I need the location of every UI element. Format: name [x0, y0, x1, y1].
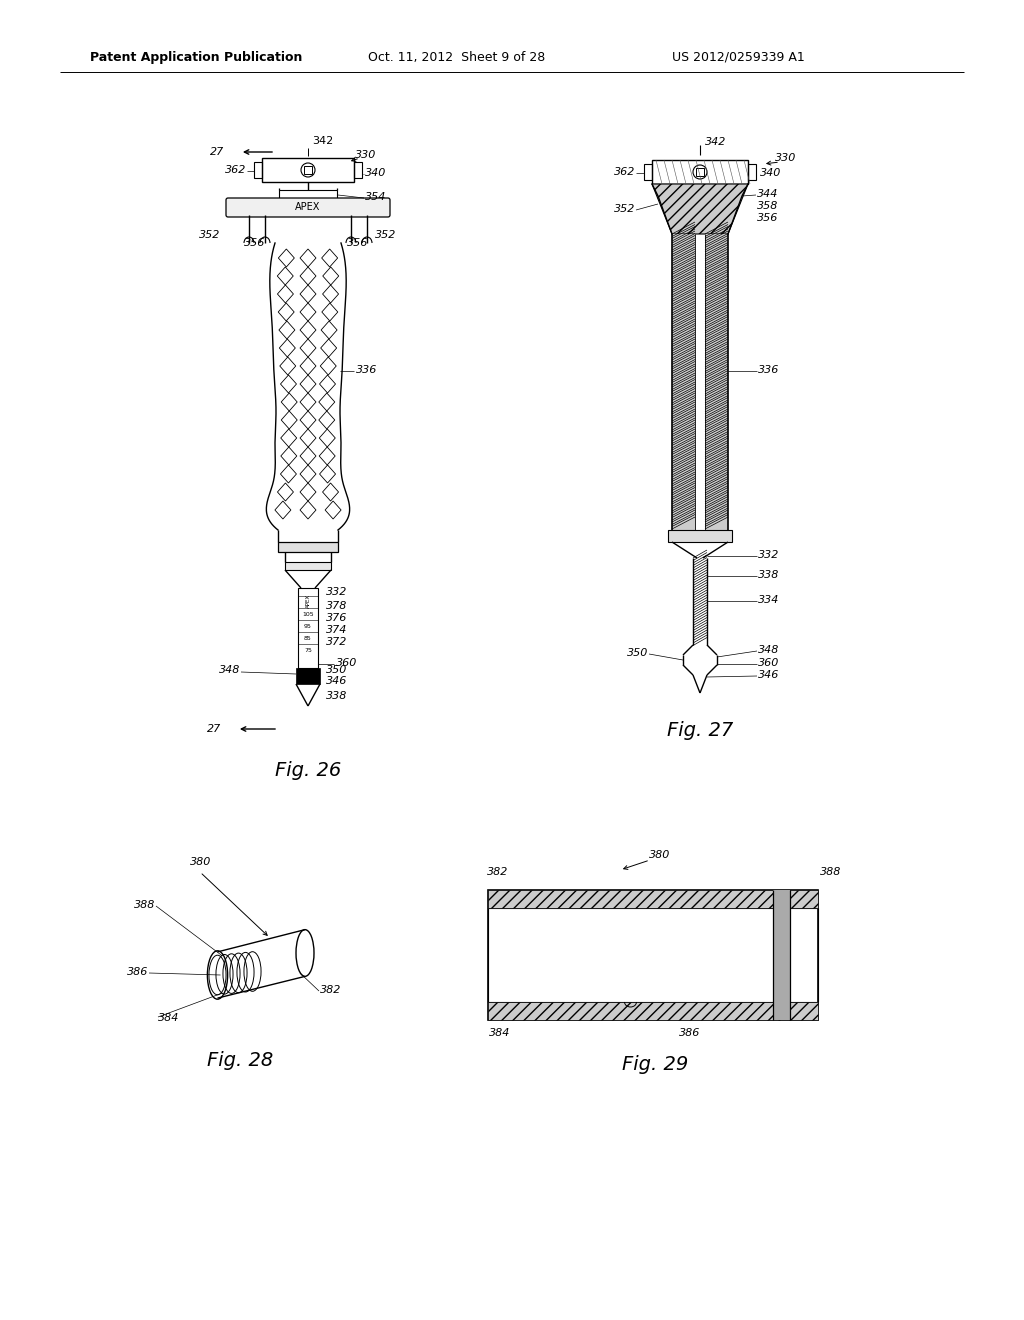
Text: APEX: APEX: [305, 594, 310, 609]
Text: 356: 356: [757, 213, 778, 223]
Polygon shape: [773, 890, 790, 1020]
Bar: [285, 562, 331, 570]
Bar: [354, 162, 362, 178]
Text: 330: 330: [775, 153, 797, 162]
Text: 350: 350: [627, 648, 648, 657]
Text: 336: 336: [758, 366, 779, 375]
Text: Patent Application Publication: Patent Application Publication: [90, 50, 302, 63]
Text: Fig. 26: Fig. 26: [274, 760, 341, 780]
Text: 384: 384: [158, 1012, 179, 1023]
Text: 374: 374: [326, 624, 347, 635]
Text: 340: 340: [365, 168, 386, 178]
Bar: [298, 587, 318, 668]
Text: 362: 362: [613, 168, 635, 177]
Text: 358: 358: [757, 201, 778, 211]
Text: 352: 352: [613, 205, 635, 214]
Text: 348: 348: [219, 665, 240, 675]
Polygon shape: [672, 234, 695, 531]
Bar: [254, 162, 262, 178]
Ellipse shape: [296, 929, 314, 977]
Text: 342: 342: [705, 137, 726, 147]
Text: 340: 340: [760, 168, 781, 178]
Circle shape: [693, 165, 707, 180]
Polygon shape: [488, 890, 818, 908]
Text: 105: 105: [302, 611, 313, 616]
Bar: [696, 168, 705, 176]
Text: 338: 338: [326, 690, 347, 701]
Bar: [652, 160, 748, 183]
Text: 380: 380: [190, 857, 211, 867]
Text: 346: 346: [758, 671, 779, 680]
Bar: [488, 908, 818, 1002]
Text: 382: 382: [319, 985, 341, 995]
Text: 386: 386: [127, 968, 148, 977]
Text: 378: 378: [326, 601, 347, 611]
Text: 332: 332: [326, 587, 347, 597]
Text: 27: 27: [210, 147, 224, 157]
Bar: [488, 890, 818, 1020]
Text: 388: 388: [133, 900, 155, 909]
Bar: [668, 531, 732, 543]
Text: US 2012/0259339 A1: US 2012/0259339 A1: [672, 50, 805, 63]
Text: 354: 354: [365, 191, 386, 202]
Text: 350: 350: [326, 665, 347, 675]
Text: 376: 376: [326, 612, 347, 623]
Bar: [748, 164, 756, 180]
Bar: [296, 668, 319, 684]
Text: 380: 380: [649, 850, 671, 861]
Polygon shape: [488, 1002, 818, 1020]
Text: 332: 332: [758, 550, 779, 560]
Text: 360: 360: [758, 657, 779, 668]
Bar: [262, 158, 354, 182]
Polygon shape: [705, 234, 728, 531]
Bar: [279, 190, 337, 201]
Text: 346: 346: [326, 676, 347, 686]
Text: Fig. 28: Fig. 28: [207, 1051, 273, 1069]
Text: APEX: APEX: [295, 202, 321, 213]
Text: 356: 356: [245, 238, 265, 248]
Text: 386: 386: [679, 1028, 700, 1038]
Text: Fig. 29: Fig. 29: [622, 1056, 688, 1074]
Text: 338: 338: [758, 570, 779, 579]
Text: 342: 342: [312, 136, 333, 147]
Text: Fig. 27: Fig. 27: [667, 721, 733, 739]
Text: 352: 352: [199, 230, 220, 240]
Text: 85: 85: [304, 635, 312, 640]
Text: 356: 356: [347, 238, 369, 248]
Text: 330: 330: [355, 150, 377, 160]
Text: 336: 336: [356, 366, 378, 375]
Text: 352: 352: [375, 230, 396, 240]
Text: 95: 95: [304, 623, 312, 628]
Text: 384: 384: [489, 1028, 511, 1038]
Bar: [644, 164, 652, 180]
Text: 27: 27: [207, 723, 221, 734]
Text: Oct. 11, 2012  Sheet 9 of 28: Oct. 11, 2012 Sheet 9 of 28: [368, 50, 545, 63]
Bar: [304, 166, 312, 174]
Text: 362: 362: [224, 165, 246, 176]
Ellipse shape: [208, 950, 227, 999]
Text: 388: 388: [820, 867, 842, 876]
Text: 334: 334: [758, 595, 779, 605]
Text: 344: 344: [757, 189, 778, 199]
Bar: [278, 543, 338, 552]
Text: 372: 372: [326, 638, 347, 647]
Text: 360: 360: [336, 657, 357, 668]
Text: 75: 75: [304, 648, 312, 652]
Polygon shape: [652, 183, 748, 234]
FancyBboxPatch shape: [226, 198, 390, 216]
Text: 382: 382: [487, 867, 509, 876]
Text: 348: 348: [758, 645, 779, 655]
